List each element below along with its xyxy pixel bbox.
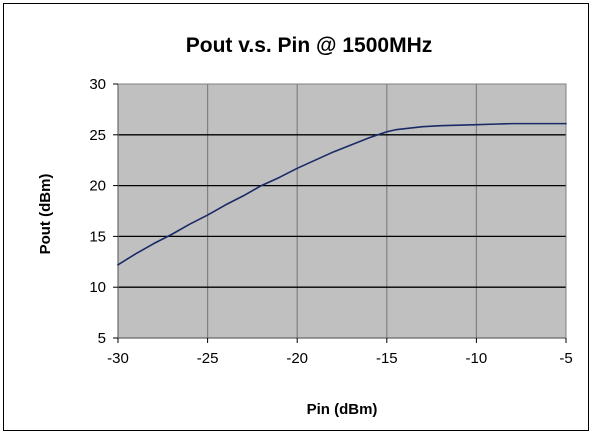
x-tick-label: -25	[197, 350, 219, 367]
chart-title: Pout v.s. Pin @ 1500MHz	[186, 34, 432, 57]
y-axis-label: Pout (dBm)	[37, 174, 54, 255]
y-tick-label: 5	[98, 330, 106, 347]
series-layer	[117, 122, 567, 266]
x-tick-label: -20	[286, 350, 308, 367]
x-axis-ticks: -30 -25 -20 -15 -10 -5	[107, 338, 573, 367]
x-tick-label: -30	[107, 350, 129, 367]
series-line-0	[117, 122, 567, 266]
y-tick-label: 25	[89, 127, 106, 144]
y-axis-ticks: 5 10 15 20 25 30	[89, 76, 118, 347]
x-tick-label: -15	[376, 350, 398, 367]
y-tick-label: 20	[89, 178, 106, 195]
y-tick-label: 30	[89, 76, 106, 93]
y-tick-label: 15	[89, 228, 106, 245]
x-tick-label: -5	[559, 350, 572, 367]
x-tick-label: -10	[466, 350, 488, 367]
plot-border	[117, 83, 567, 339]
y-tick-label: 10	[89, 279, 106, 296]
x-axis-label: Pin (dBm)	[307, 401, 378, 418]
plot-area	[118, 84, 566, 338]
